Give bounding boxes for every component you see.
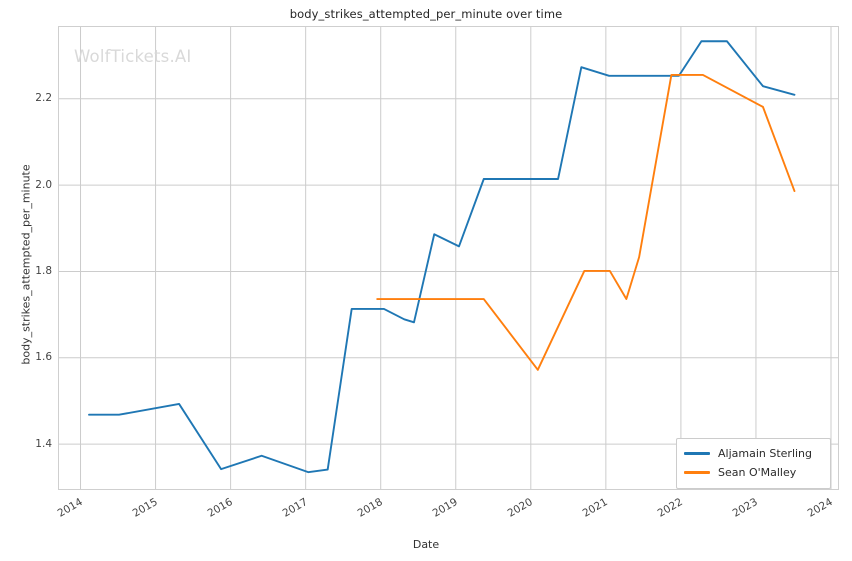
legend-item[interactable]: Sean O'Malley: [684, 463, 823, 482]
x-tick-label: 2019: [430, 496, 460, 520]
x-tick-label: 2014: [55, 496, 85, 520]
x-tick-label: 2017: [280, 496, 310, 520]
x-tick-label: 2024: [806, 496, 836, 520]
y-tick-label: 1.8: [35, 264, 52, 277]
y-tick-label: 1.6: [35, 351, 52, 364]
y-axis-ticks: 1.4 1.6 1.8 2.0 2.2: [0, 0, 52, 561]
y-tick-label: 2.2: [35, 92, 52, 105]
x-tick-label: 2021: [580, 496, 611, 520]
chart-legend: Aljamain Sterling Sean O'Malley: [676, 438, 831, 489]
legend-item-label: Sean O'Malley: [718, 466, 797, 479]
y-tick-label: 1.4: [35, 437, 52, 450]
legend-item-label: Aljamain Sterling: [718, 447, 813, 460]
series-line-1: [88, 40, 796, 474]
x-axis-label: Date: [412, 538, 440, 551]
x-tick-label: 2022: [655, 496, 686, 520]
x-tick-label: 2015: [130, 496, 160, 520]
legend-item[interactable]: Aljamain Sterling: [684, 444, 823, 463]
x-tick-label: 2018: [355, 496, 385, 520]
series-line-2: [376, 73, 796, 371]
x-tick-label: 2016: [205, 496, 235, 520]
plot-area: WolfTickets.AI: [58, 26, 839, 490]
x-tick-label: 2020: [505, 496, 536, 520]
legend-color-swatch: [684, 471, 710, 474]
page-title: body_strikes_attempted_per_minute over t…: [289, 7, 563, 21]
x-tick-label: 2023: [731, 496, 761, 520]
grid-lines: [59, 27, 838, 489]
plot-svg: [59, 27, 838, 489]
legend-color-swatch: [684, 452, 710, 455]
series-lines: [88, 40, 796, 474]
y-tick-label: 2.0: [35, 178, 52, 191]
